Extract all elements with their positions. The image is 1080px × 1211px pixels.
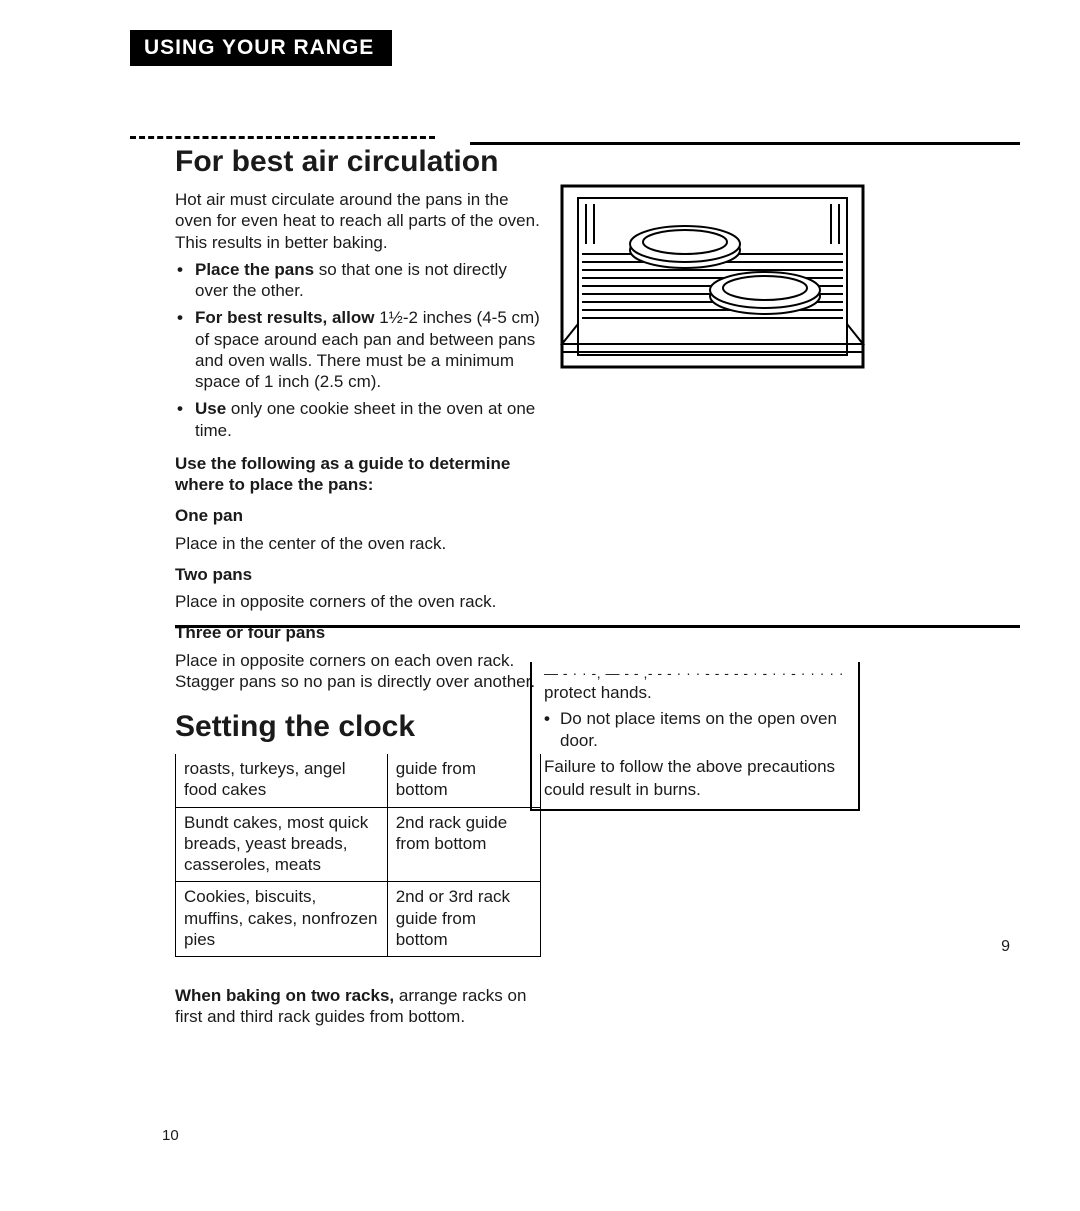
guide-text: Place in opposite corners of the oven ra… bbox=[175, 591, 540, 612]
table-row: Bundt cakes, most quick breads, yeast br… bbox=[176, 807, 541, 882]
page-number-right: 9 bbox=[1001, 938, 1010, 956]
guide-sub: Two pans bbox=[175, 564, 540, 585]
bullet-bold: Place the pans bbox=[195, 260, 314, 279]
bullet-item: For best results, allow 1½-2 inches (4-5… bbox=[191, 307, 540, 392]
divider-top-right bbox=[470, 142, 1020, 145]
bullet-rest: only one cookie sheet in the oven at one… bbox=[195, 399, 535, 439]
table-cell: guide from bottom bbox=[387, 754, 540, 807]
table-row: roasts, turkeys, angel food cakes guide … bbox=[176, 754, 541, 807]
bullet-bold: Use bbox=[195, 399, 226, 418]
table-cell: Bundt cakes, most quick breads, yeast br… bbox=[176, 807, 388, 882]
warning-bullet: Do not place items on the open oven door… bbox=[556, 708, 848, 752]
table-cell: Cookies, biscuits, muffins, cakes, nonfr… bbox=[176, 882, 388, 957]
heading-air-circulation: For best air circulation bbox=[175, 145, 1020, 179]
bullet-item: Place the pans so that one is not direct… bbox=[191, 259, 540, 302]
guide-heading: Use the following as a guide to determin… bbox=[175, 453, 540, 496]
warning-box: — - · · -, — - - ,- - - · · · - - - - - … bbox=[530, 662, 860, 811]
divider-dashed bbox=[130, 136, 435, 139]
divider-middle bbox=[175, 625, 1020, 628]
guide-sub: One pan bbox=[175, 505, 540, 526]
page-number-left: 10 bbox=[162, 1127, 179, 1144]
oven-illustration bbox=[560, 184, 865, 369]
warning-frag-top: — - · · -, — - - ,- - - · · · - - - - - … bbox=[544, 664, 848, 682]
warning-line: Failure to follow the above precautions … bbox=[544, 756, 848, 800]
two-rack-note: When baking on two racks, arrange racks … bbox=[175, 985, 535, 1028]
table-cell: 2nd or 3rd rack guide from bottom bbox=[387, 882, 540, 957]
section1-body: Hot air must circulate around the pans i… bbox=[175, 189, 540, 692]
bullet-bold: For best results, allow bbox=[195, 308, 375, 327]
rack-position-table: roasts, turkeys, angel food cakes guide … bbox=[175, 754, 541, 957]
intro-text: Hot air must circulate around the pans i… bbox=[175, 189, 540, 253]
table-cell: roasts, turkeys, angel food cakes bbox=[176, 754, 388, 807]
table-cell: 2nd rack guide from bottom bbox=[387, 807, 540, 882]
table-row: Cookies, biscuits, muffins, cakes, nonfr… bbox=[176, 882, 541, 957]
bullet-item: Use only one cookie sheet in the oven at… bbox=[191, 398, 540, 441]
note-bold: When baking on two racks, bbox=[175, 986, 394, 1005]
guide-text: Place in the center of the oven rack. bbox=[175, 533, 540, 554]
guide-text: Place in opposite corners on each oven r… bbox=[175, 650, 540, 693]
warning-line: protect hands. bbox=[544, 682, 848, 704]
section-tab: USING YOUR RANGE bbox=[130, 30, 392, 66]
